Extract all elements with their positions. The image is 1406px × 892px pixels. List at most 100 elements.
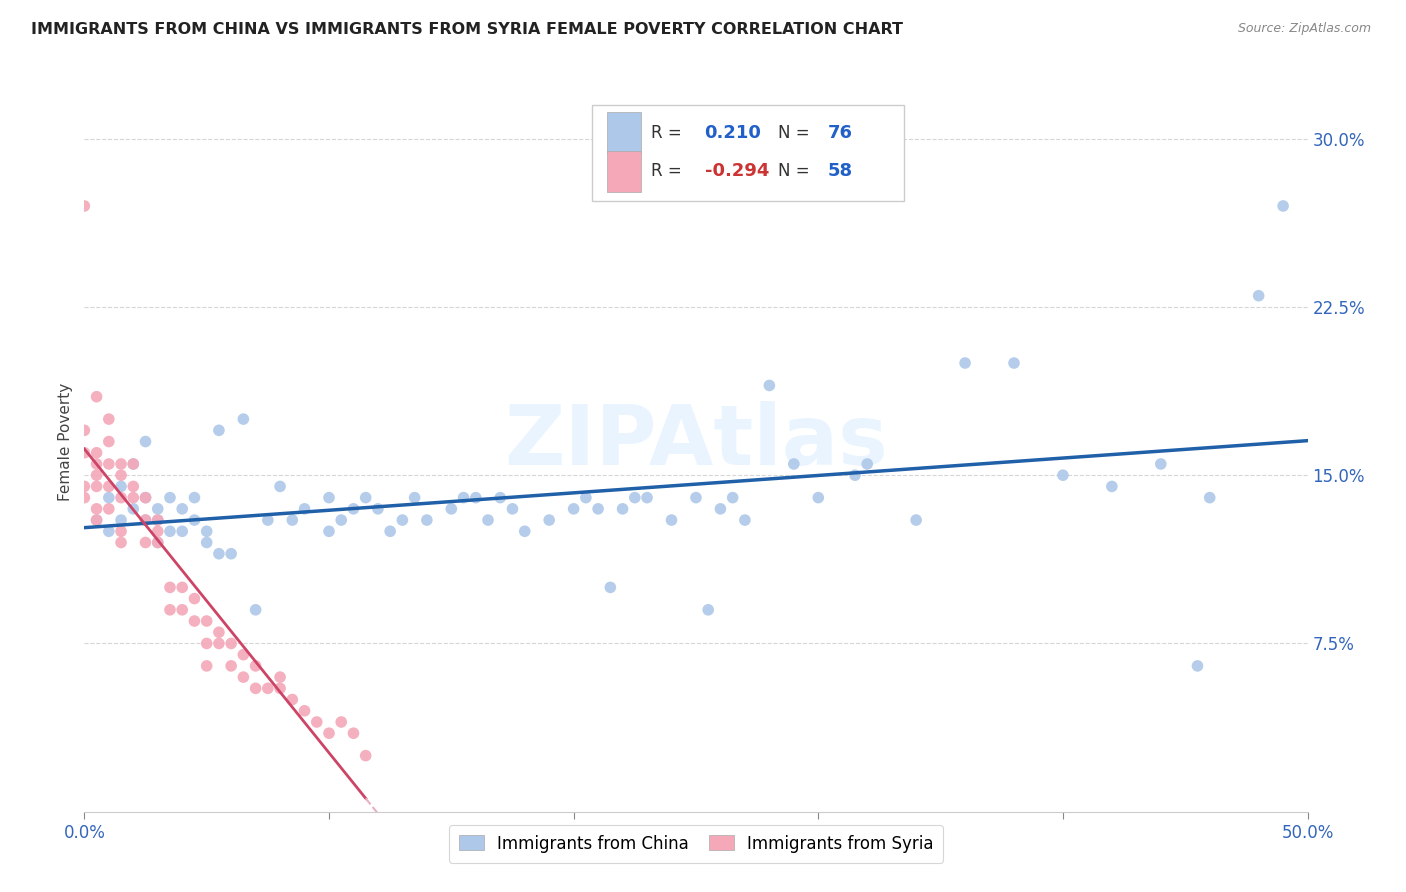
Point <box>318 491 340 505</box>
Point <box>183 614 205 628</box>
Point <box>122 501 145 516</box>
Text: IMMIGRANTS FROM CHINA VS IMMIGRANTS FROM SYRIA FEMALE POVERTY CORRELATION CHART: IMMIGRANTS FROM CHINA VS IMMIGRANTS FROM… <box>31 22 903 37</box>
Point <box>97 457 120 471</box>
Point <box>110 457 132 471</box>
Point <box>172 501 194 516</box>
Point <box>146 524 169 539</box>
Point <box>269 670 291 684</box>
Point <box>599 580 621 594</box>
Point <box>1052 468 1074 483</box>
Point <box>1247 289 1270 303</box>
Point <box>734 513 756 527</box>
Point <box>305 714 328 729</box>
FancyBboxPatch shape <box>606 112 641 153</box>
Point <box>86 468 108 483</box>
Point <box>110 491 132 505</box>
Point <box>464 491 486 505</box>
Point <box>172 524 194 539</box>
Point <box>195 524 218 539</box>
Point <box>159 491 181 505</box>
Point <box>1101 479 1123 493</box>
Legend: Immigrants from China, Immigrants from Syria: Immigrants from China, Immigrants from S… <box>449 824 943 863</box>
Point <box>159 580 181 594</box>
Point <box>135 434 157 449</box>
Point <box>807 491 830 505</box>
Point <box>440 501 463 516</box>
Point <box>146 535 169 549</box>
Point <box>195 614 218 628</box>
Point <box>1272 199 1295 213</box>
Point <box>330 714 353 729</box>
Point <box>1150 457 1173 471</box>
Point <box>146 535 169 549</box>
Point <box>318 524 340 539</box>
Point <box>661 513 683 527</box>
Point <box>636 491 658 505</box>
Point <box>219 636 242 650</box>
Point <box>97 501 120 516</box>
Point <box>172 603 194 617</box>
Point <box>257 513 280 527</box>
Point <box>219 659 242 673</box>
Point <box>330 513 353 527</box>
Point <box>159 603 181 617</box>
Point <box>208 636 231 650</box>
Point <box>135 513 157 527</box>
Point <box>86 513 108 527</box>
Text: ZIPAtlas: ZIPAtlas <box>503 401 889 482</box>
Text: 0.210: 0.210 <box>704 124 762 142</box>
Point <box>391 513 413 527</box>
Point <box>758 378 780 392</box>
Point <box>232 648 254 662</box>
Text: 76: 76 <box>828 124 853 142</box>
Text: -0.294: -0.294 <box>704 162 769 180</box>
Point <box>318 726 340 740</box>
Point <box>195 535 218 549</box>
Point <box>86 446 108 460</box>
Point <box>86 479 108 493</box>
Point <box>1187 659 1209 673</box>
Point <box>294 501 316 516</box>
Point <box>135 491 157 505</box>
Text: R =: R = <box>651 162 686 180</box>
Point <box>538 513 561 527</box>
Point <box>697 603 720 617</box>
Point <box>110 468 132 483</box>
Point <box>453 491 475 505</box>
Point <box>86 390 108 404</box>
Point <box>232 412 254 426</box>
Point <box>110 479 132 493</box>
Point <box>489 491 512 505</box>
Point <box>294 704 316 718</box>
Point <box>953 356 976 370</box>
Point <box>562 501 585 516</box>
Text: Source: ZipAtlas.com: Source: ZipAtlas.com <box>1237 22 1371 36</box>
Text: 58: 58 <box>828 162 853 180</box>
Y-axis label: Female Poverty: Female Poverty <box>58 383 73 500</box>
Point <box>586 501 609 516</box>
Point <box>110 524 132 539</box>
Point <box>110 535 132 549</box>
Point <box>575 491 598 505</box>
Point <box>1002 356 1025 370</box>
Point <box>219 547 242 561</box>
Point <box>844 468 866 483</box>
Point <box>122 479 145 493</box>
Point <box>73 199 96 213</box>
Text: N =: N = <box>778 124 815 142</box>
Point <box>122 491 145 505</box>
Point <box>245 603 267 617</box>
Point <box>73 446 96 460</box>
Point <box>232 670 254 684</box>
Point <box>624 491 647 505</box>
Point <box>612 501 634 516</box>
Point <box>709 501 731 516</box>
FancyBboxPatch shape <box>592 104 904 201</box>
Point <box>354 491 377 505</box>
Point <box>1198 491 1220 505</box>
Point <box>146 501 169 516</box>
Point <box>245 659 267 673</box>
Point <box>97 412 120 426</box>
Point <box>513 524 536 539</box>
Point <box>86 513 108 527</box>
